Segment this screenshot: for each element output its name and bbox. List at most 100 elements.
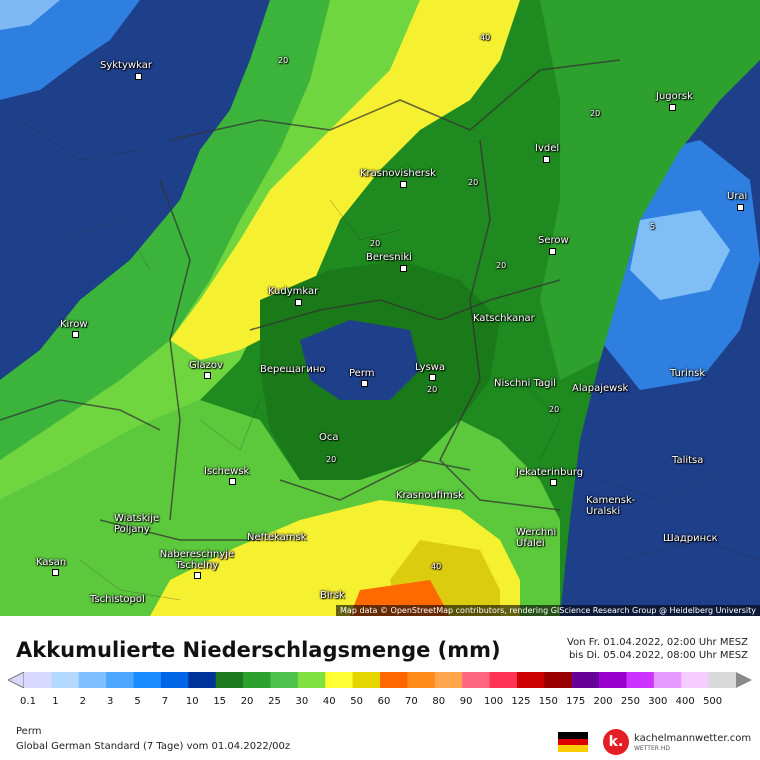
city-label: Kudymkar <box>268 286 319 297</box>
city-label: Wiatskije Poljany <box>114 513 160 535</box>
scale-swatch <box>462 672 491 688</box>
city-label: Ivdel <box>535 143 560 154</box>
city-label: Glazov <box>189 360 223 371</box>
scale-swatch <box>626 672 655 688</box>
city-label: Nabereschnyje Tschelny <box>159 549 235 571</box>
scale-tick-label: 30 <box>295 696 309 707</box>
scale-swatch <box>434 672 463 688</box>
scale-ticks: 0.1 1 2 3 5 7 10 15 20 25 30 40 50 60 70 80 90 100 125 150 1… <box>0 696 760 710</box>
city-label: Werchni Ufalei <box>516 527 557 549</box>
city-label: Верещагино <box>260 364 326 375</box>
city-label: Шадринск <box>663 533 718 544</box>
map-credit: Map data © OpenStreetMap contributors, r… <box>336 605 760 616</box>
precip-field <box>0 0 760 616</box>
scale-swatch <box>215 672 244 688</box>
scale-swatch <box>681 672 710 688</box>
scale-tick-label: 40 <box>322 696 336 707</box>
contour-label: 20 <box>370 239 381 248</box>
scale-tick-label: 150 <box>538 696 558 707</box>
city-label: Alapajewsk <box>572 383 629 394</box>
scale-tick-label: 60 <box>377 696 391 707</box>
city-label: Serow <box>538 235 569 246</box>
scale-tick-label: 500 <box>703 696 723 707</box>
city-label: Neftekamsk <box>247 532 307 543</box>
scale-swatch <box>243 672 271 688</box>
legend-panel: Akkumulierte Niederschlagsmenge (mm) Von… <box>0 616 760 760</box>
city-label: Kirow <box>60 319 88 330</box>
city-label: Urai <box>727 191 748 202</box>
legend-title: Akkumulierte Niederschlagsmenge (mm) <box>16 638 501 662</box>
contour-label: 20 <box>326 455 337 464</box>
city-label: Tschistopol <box>90 594 145 605</box>
scale-swatch <box>544 672 573 688</box>
contour-label: 20 <box>468 178 479 187</box>
scale-swatch <box>599 672 627 688</box>
scale-swatch <box>51 672 80 688</box>
scale-tick-label: 10 <box>185 696 199 707</box>
city-label: Beresniki <box>366 252 412 263</box>
kachelmann-logo-icon[interactable]: k. <box>603 729 629 755</box>
date-from: Von Fr. 01.04.2022, 02:00 Uhr MESZ <box>567 637 748 648</box>
scale-tick-label: 2 <box>79 696 86 707</box>
scale-tick-label: 70 <box>405 696 418 707</box>
contour-label: 5 <box>650 222 656 231</box>
city-label: Kasan <box>36 557 67 568</box>
scale-tick-label: 25 <box>268 696 281 707</box>
scale-tick-label: 5 <box>134 696 141 707</box>
date-range: Von Fr. 01.04.2022, 02:00 Uhr MESZ bis D… <box>567 636 748 662</box>
scale-tick-label: 15 <box>213 696 227 707</box>
scale-swatch <box>133 672 162 688</box>
location-label: Perm <box>16 726 42 737</box>
date-to: bis Di. 05.04.2022, 08:00 Uhr MESZ <box>568 650 748 661</box>
scale-tick-label: 80 <box>432 696 446 707</box>
contour-label: 20 <box>549 405 560 414</box>
scale-tick-label: 300 <box>648 696 668 707</box>
city-label: Talitsa <box>672 455 704 466</box>
scale-swatch <box>188 672 217 688</box>
scale-swatch <box>78 672 107 688</box>
scale-tick-label: 3 <box>106 696 114 707</box>
color-scale-bar <box>8 672 752 688</box>
scale-tick-label: 100 <box>483 696 504 707</box>
scale-swatch <box>489 672 518 688</box>
city-label: Jekaterinburg <box>516 467 584 478</box>
brand-link[interactable]: kachelmannwetter.com <box>634 733 752 744</box>
city-label: Nischni Tagil <box>494 378 557 389</box>
contour-label: 20 <box>496 261 507 270</box>
city-label: Lyswa <box>415 362 446 373</box>
scale-tick-label: 175 <box>566 696 586 707</box>
scale-swatch <box>106 672 135 688</box>
city-label: Kamensk-Uralski <box>586 495 636 517</box>
scale-swatch <box>325 672 354 688</box>
scale-tick-label: 50 <box>350 696 363 707</box>
city-label: Turinsk <box>670 368 706 379</box>
scale-tick-label: 20 <box>240 696 254 707</box>
scale-arrow-left <box>8 672 25 688</box>
scale-tick-label: 125 <box>511 696 531 707</box>
scale-tick-label: 90 <box>459 696 473 707</box>
contour-label: 20 <box>590 109 601 118</box>
scale-tick-label: 250 <box>620 696 640 707</box>
city-label: Birsk <box>320 590 345 601</box>
precipitation-map[interactable]: Syktywkar Jugorsk Ivdel Krasnovishersk U… <box>0 0 760 616</box>
german-flag-icon <box>558 732 588 752</box>
scale-swatch <box>708 672 737 688</box>
scale-swatch <box>297 672 326 688</box>
city-label: Katschkanar <box>473 313 535 324</box>
scale-tick-label: 1 <box>52 696 59 707</box>
city-label: Syktywkar <box>100 60 152 71</box>
scale-tick-label: 200 <box>593 696 613 707</box>
contour-label: 40 <box>480 33 491 42</box>
contour-label: 20 <box>278 56 289 65</box>
scale-swatch <box>653 672 682 688</box>
scale-swatch <box>571 672 600 688</box>
scale-swatch <box>270 672 299 688</box>
contour-label: 20 <box>427 385 438 394</box>
scale-swatch <box>160 672 189 688</box>
scale-tick-label: 400 <box>675 696 695 707</box>
brand-subtitle: WETTER HD <box>634 745 670 752</box>
city-label: Krasnovishersk <box>360 168 436 179</box>
city-label: Krasnoufimsk <box>396 490 464 501</box>
scale-tick-label: 0.1 <box>20 696 36 707</box>
city-label: Ischewsk <box>204 466 250 477</box>
